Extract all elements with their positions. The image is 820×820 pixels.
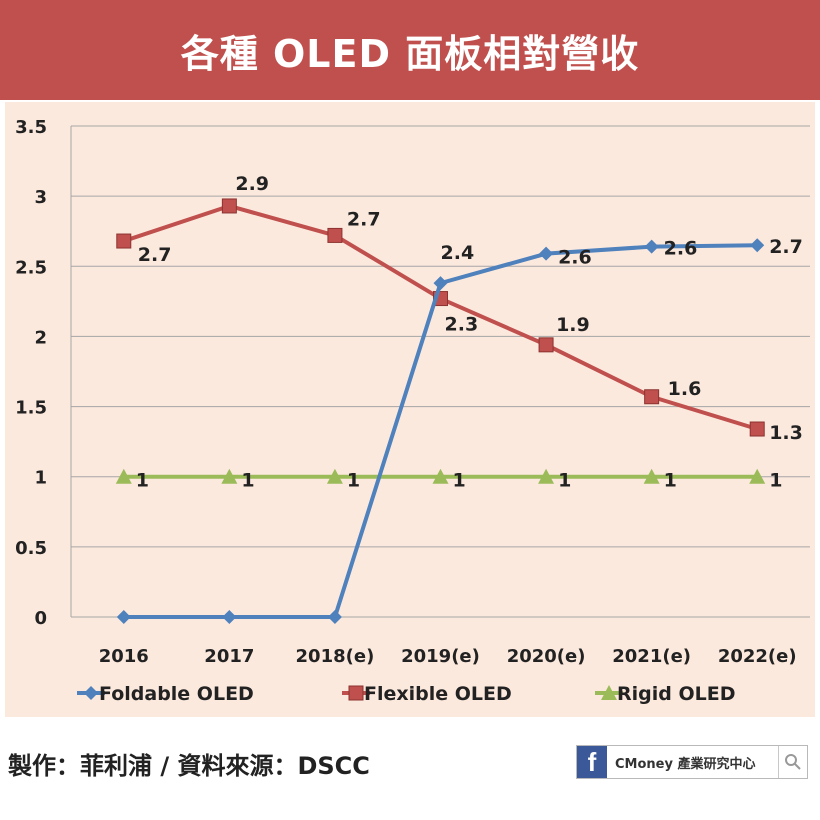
legend-label: Foldable OLED	[99, 683, 254, 705]
data-point	[327, 227, 343, 243]
x-tick-label: 2022(e)	[718, 646, 797, 667]
data-point	[221, 198, 237, 214]
brand-badge[interactable]: f CMoney 產業研究中心	[576, 745, 808, 779]
line-chart: 0 0.5 1 1.5 2 2.5 3 3.5 2016 2017 2018(e) 2019(e) 20…	[15, 117, 810, 705]
legend-label: Rigid OLED	[617, 683, 735, 705]
x-tick-label: 2019(e)	[401, 646, 480, 667]
data-point	[749, 468, 766, 484]
data-label: 1	[664, 470, 677, 492]
x-tick-label: 2018(e)	[296, 646, 375, 667]
data-point	[222, 610, 237, 624]
data-label: 1	[241, 470, 254, 492]
footer: 製作：菲利浦 / 資料來源：DSCC f CMoney 產業研究中心	[0, 720, 820, 820]
x-tick-label: 2017	[204, 646, 254, 667]
credit-text: 製作：菲利浦 / 資料來源：DSCC	[8, 752, 370, 780]
data-point	[643, 468, 660, 484]
data-label: 2.6	[664, 238, 698, 260]
data-point	[644, 389, 660, 405]
data-point	[539, 246, 554, 261]
y-tick-label: 2	[34, 327, 47, 348]
y-tick-label: 1.5	[15, 398, 47, 419]
y-tick-label: 1	[34, 468, 47, 489]
data-label: 2.4	[441, 242, 475, 264]
x-tick-label: 2016	[99, 646, 149, 667]
data-label: 1	[453, 470, 466, 492]
data-label: 1	[136, 470, 149, 492]
x-tick-label: 2021(e)	[612, 646, 691, 667]
title-banner: 各種 OLED 面板相對營收	[0, 0, 820, 100]
data-label: 2.3	[445, 314, 479, 336]
data-point	[326, 468, 343, 484]
data-point	[116, 610, 131, 624]
data-point	[221, 468, 238, 484]
data-label: 2.7	[769, 236, 803, 258]
data-label: 1.3	[769, 422, 803, 444]
data-label: 2.9	[235, 173, 269, 195]
legend-marker	[601, 685, 617, 700]
y-tick-label: 0.5	[15, 538, 47, 559]
series-line-flexible-oled	[123, 203, 758, 431]
facebook-icon: f	[577, 746, 607, 778]
data-label: 1.6	[668, 378, 702, 400]
data-point	[750, 238, 765, 253]
data-point	[433, 276, 448, 291]
chart-title: 各種 OLED 面板相對營收	[180, 31, 640, 76]
y-tick-label: 2.5	[15, 257, 47, 278]
data-label: 1	[769, 470, 782, 492]
data-label: 2.6	[558, 247, 592, 269]
data-label: 1	[558, 470, 571, 492]
y-tick-label: 3	[34, 187, 47, 208]
legend-marker	[348, 685, 364, 701]
search-icon[interactable]	[778, 746, 807, 778]
data-point	[749, 421, 765, 437]
data-point	[432, 468, 449, 484]
data-label: 2.7	[347, 208, 381, 230]
brand-name: CMoney 產業研究中心	[615, 756, 756, 772]
data-point	[115, 468, 132, 484]
x-tick-label: 2020(e)	[507, 646, 586, 667]
data-label: 1.9	[556, 314, 590, 336]
data-label: 1	[347, 470, 360, 492]
legend-label: Flexible OLED	[364, 683, 512, 705]
data-label: 2.7	[138, 244, 172, 266]
y-tick-label: 0	[34, 608, 47, 629]
y-tick-label: 3.5	[15, 117, 47, 138]
legend-marker	[84, 686, 98, 700]
chart-panel: 0 0.5 1 1.5 2 2.5 3 3.5 2016 2017 2018(e) 2019(e) 20…	[5, 102, 815, 717]
data-point	[327, 610, 342, 624]
data-point	[538, 468, 555, 484]
data-point	[538, 337, 554, 353]
data-point	[644, 239, 659, 254]
data-point	[116, 233, 132, 249]
